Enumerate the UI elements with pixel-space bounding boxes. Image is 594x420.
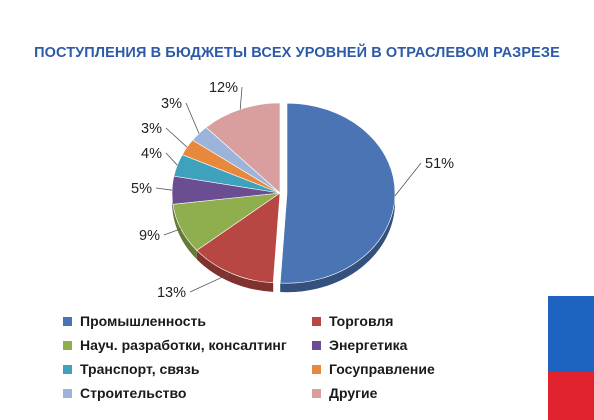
legend-label: Торговля <box>329 313 394 329</box>
legend-item: Строительство <box>63 382 186 404</box>
leader-line-5 <box>165 127 188 148</box>
legend-item: Энергетика <box>312 334 407 356</box>
percent-label-4: 4% <box>141 146 162 162</box>
pie-slice-side-1 <box>196 250 274 292</box>
legend-swatch <box>63 388 72 398</box>
flag-decoration-blue <box>548 296 594 372</box>
legend-label: Другие <box>329 385 378 401</box>
leader-lines <box>155 86 422 293</box>
percent-label-1: 13% <box>157 285 186 301</box>
percent-label-2: 9% <box>139 228 160 244</box>
legend-label: Науч. разработки, консалтинг <box>80 337 287 353</box>
legend-swatch <box>312 388 321 398</box>
legend-swatch <box>63 316 72 326</box>
legend-label: Строительство <box>80 385 187 401</box>
chart-title: ПОСТУПЛЕНИЯ В БЮДЖЕТЫ ВСЕХ УРОВНЕЙ В ОТР… <box>34 45 560 61</box>
pie-slice-1 <box>196 192 281 284</box>
percent-labels: 51% 13% 9% 5% 4% 3% 3% 12% <box>131 80 454 301</box>
leader-line-4 <box>165 152 178 166</box>
legend-swatch <box>63 364 72 374</box>
legend-swatch <box>312 364 321 374</box>
legend-label: Транспорт, связь <box>80 361 200 377</box>
legend-item: Транспорт, связь <box>63 358 200 380</box>
legend-label: Промышленность <box>80 313 206 329</box>
leader-line-0 <box>394 162 422 197</box>
leader-line-2 <box>163 228 182 236</box>
pie-slice-7 <box>205 102 281 194</box>
pie-slice-0 <box>279 102 396 284</box>
flag-decoration-white <box>548 292 594 296</box>
percent-label-6: 3% <box>161 96 182 112</box>
leader-line-6 <box>185 102 200 134</box>
percent-label-5: 3% <box>141 121 162 137</box>
leader-line-1 <box>189 272 232 293</box>
legend-label: Энергетика <box>329 337 408 353</box>
percent-label-0: 51% <box>425 156 454 172</box>
legend-swatch <box>312 340 321 350</box>
legend-label: Госуправление <box>329 361 435 377</box>
legend-swatch <box>63 340 72 350</box>
leader-line-3 <box>155 187 173 191</box>
legend-item: Промышленность <box>63 310 206 332</box>
pie-slice-side-2 <box>172 204 197 260</box>
legend-item: Торговля <box>312 310 393 332</box>
legend-swatch <box>312 316 321 326</box>
legend-item: Науч. разработки, консалтинг <box>63 334 287 356</box>
legend-item: Госуправление <box>312 358 435 380</box>
leader-line-7 <box>239 86 243 110</box>
percent-label-3: 5% <box>131 181 152 197</box>
percent-label-7: 12% <box>209 80 238 96</box>
pie-slices <box>171 102 396 293</box>
legend-item: Другие <box>312 382 377 404</box>
flag-decoration-red <box>548 372 594 420</box>
